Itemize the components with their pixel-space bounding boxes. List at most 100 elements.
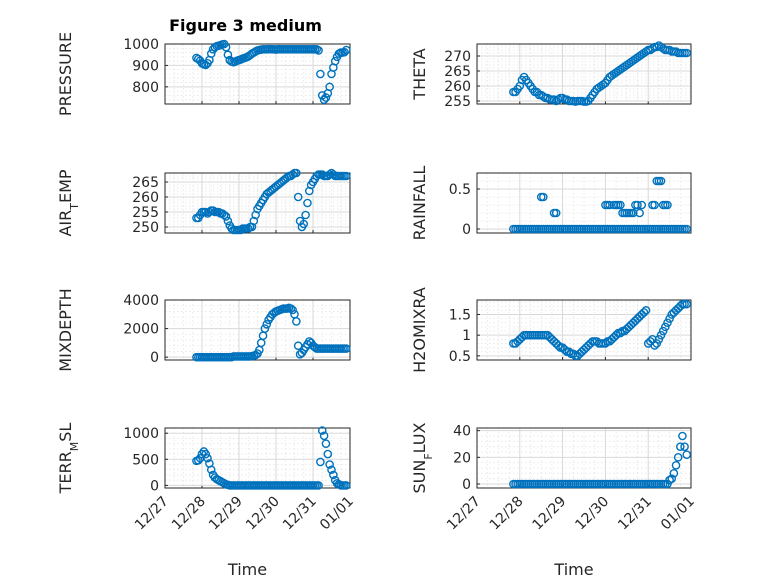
- data-point: [325, 460, 334, 469]
- subplot-6: 0.5 1 1.5 H2OMIXRA: [410, 287, 692, 373]
- y-tick-label: 500: [132, 452, 159, 468]
- data-point: [260, 324, 270, 333]
- data-point: [341, 344, 351, 353]
- data-point: [293, 192, 303, 202]
- data-point: [223, 50, 233, 60]
- data-point: [319, 95, 329, 105]
- subplot-1: 800 900 1000 PRESSURE Figure 3 medium: [56, 16, 351, 116]
- figure-title: Figure 3 medium: [169, 16, 322, 35]
- data-point: [321, 439, 331, 448]
- data-point: [193, 456, 203, 465]
- data-point: [650, 200, 659, 210]
- data-point: [616, 200, 625, 210]
- data-point: [682, 224, 692, 234]
- y-tick-label: 800: [132, 80, 159, 96]
- data-point: [564, 347, 574, 357]
- data-point: [633, 200, 642, 210]
- data-point: [316, 457, 325, 467]
- subplot-5: 0 2000 4000 MIXDEPTH: [56, 288, 351, 372]
- data-point: [219, 210, 229, 220]
- y-tick-label: 1000: [123, 426, 159, 442]
- y-axis-label: AIRTEMP: [56, 169, 81, 236]
- y-tick-label: 900: [132, 58, 159, 74]
- data-point: [554, 95, 563, 104]
- x-tick-label: 12/30: [572, 494, 612, 534]
- data-point: [292, 168, 301, 178]
- x-tick-label: 12/31: [615, 494, 655, 534]
- subplot-4: 0 0.5 RAINFALL: [410, 166, 692, 240]
- data-point: [628, 208, 638, 218]
- data-point: [314, 46, 323, 55]
- y-tick-label: 270: [444, 49, 471, 65]
- data-point: [658, 326, 668, 336]
- data-point: [206, 49, 216, 58]
- x-tick-label: 12/29: [206, 494, 246, 534]
- y-tick-label: 1: [462, 328, 471, 344]
- data-point: [247, 222, 257, 232]
- y-tick-label: 1.5: [449, 307, 471, 323]
- data-point: [667, 474, 677, 483]
- data-point: [637, 200, 647, 210]
- y-tick-label: 0.5: [449, 182, 471, 198]
- x-tick-label: 12/29: [530, 494, 570, 534]
- data-point: [201, 449, 210, 459]
- data-point: [292, 317, 301, 326]
- data-point: [551, 208, 561, 218]
- data-point: [203, 453, 212, 463]
- data-point: [650, 341, 659, 350]
- data-point: [341, 481, 351, 490]
- y-axis-label: THETA: [410, 48, 429, 100]
- data-point: [654, 335, 664, 344]
- data-point: [554, 341, 563, 350]
- y-axis-label: TERRMSL: [56, 423, 81, 495]
- data-point: [325, 82, 334, 92]
- data-point: [223, 216, 233, 226]
- y-tick-label: 0: [150, 350, 159, 366]
- subplot-7: 0 500 1000 TERRMSL 12/2712/2812/2912/3012/31…: [56, 423, 357, 579]
- data-point: [288, 305, 297, 315]
- data-point: [321, 93, 331, 102]
- data-point: [656, 176, 666, 186]
- data-point: [329, 470, 338, 480]
- data-point: [206, 465, 216, 475]
- data-point: [314, 481, 323, 490]
- y-tick-label: 0: [150, 478, 159, 494]
- data-point: [682, 299, 692, 309]
- data-point: [304, 186, 314, 196]
- y-tick-label: 1000: [123, 37, 159, 53]
- y-tick-label: 260: [132, 190, 159, 206]
- data-point: [605, 200, 614, 210]
- data-point: [669, 469, 679, 478]
- data-point: [221, 212, 231, 221]
- axes-frame: [164, 43, 351, 105]
- y-axis-label: PRESSURE: [56, 32, 75, 116]
- x-tick-label: 12/30: [243, 494, 283, 534]
- data-point: [611, 330, 621, 340]
- data-point: [327, 465, 336, 475]
- data-point: [652, 339, 662, 348]
- data-point: [678, 431, 687, 441]
- data-point: [676, 442, 685, 451]
- x-tick-label: 12/28: [487, 494, 527, 534]
- y-axis-label: SUNFLUX: [410, 422, 435, 493]
- data-point: [663, 200, 672, 210]
- y-axis-label: H2OMIXRA: [410, 287, 429, 373]
- data-point: [601, 339, 610, 348]
- x-tick-label: 01/01: [317, 494, 357, 534]
- data-point: [340, 47, 349, 57]
- y-tick-label: 0: [462, 477, 471, 493]
- y-tick-label: 260: [444, 79, 471, 95]
- data-point: [661, 322, 670, 332]
- data-point: [560, 345, 570, 354]
- data-point: [673, 453, 683, 462]
- y-tick-label: 265: [444, 64, 471, 80]
- x-tick-label: 12/27: [444, 494, 484, 534]
- y-tick-label: 250: [132, 220, 159, 236]
- data-point: [221, 42, 231, 52]
- data-point: [330, 56, 340, 66]
- data-point: [299, 219, 309, 229]
- y-tick-label: 20: [453, 450, 471, 466]
- data-point: [639, 308, 649, 317]
- data-point: [301, 210, 310, 220]
